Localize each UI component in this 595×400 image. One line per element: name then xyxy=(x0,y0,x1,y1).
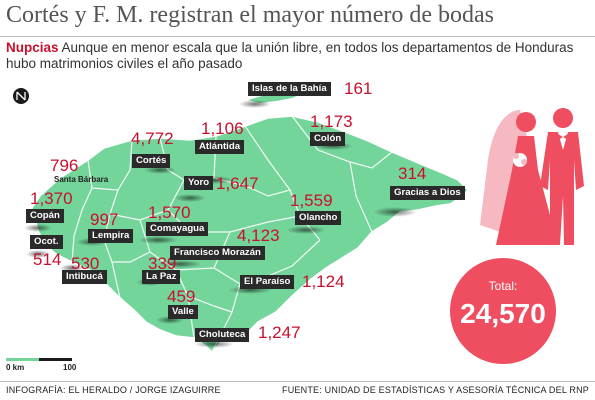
count-valle: 459 xyxy=(167,287,196,306)
honduras-map xyxy=(6,88,584,361)
count-choluteca: 1,247 xyxy=(258,323,301,342)
label-atlantida: Atlántida xyxy=(195,140,245,154)
count-comayagua: 1,570 xyxy=(148,203,191,222)
count-santa-barbara: 796 xyxy=(50,156,79,175)
total-circle: Total: 24,570 xyxy=(450,258,556,364)
subtitle-text: Aunque en menor escala que la unión libr… xyxy=(6,40,574,71)
count-gracias-a-dios: 314 xyxy=(398,164,427,183)
label-valle: Valle xyxy=(168,305,198,319)
label-olancho: Olancho xyxy=(295,211,342,225)
honduras-land xyxy=(31,115,470,354)
title-divider xyxy=(0,36,595,37)
pin-shadows xyxy=(24,100,417,348)
north-arrow-icon xyxy=(13,88,29,104)
total-value: 24,570 xyxy=(460,298,546,329)
label-la-paz: La Paz xyxy=(142,270,181,284)
subtitle-lead: Nupcias xyxy=(6,40,59,55)
label-intibuca: Intibucá xyxy=(62,270,107,284)
total-label: Total: xyxy=(488,279,518,293)
count-la-paz: 339 xyxy=(148,254,177,273)
credit-source: FUENTE: UNIDAD DE ESTADÍSTICAS Y ASESORÍ… xyxy=(282,385,589,395)
label-lempira: Lempira xyxy=(88,229,134,243)
count-cortes: 4,772 xyxy=(131,129,174,148)
count-yoro: 1,647 xyxy=(216,174,259,193)
label-santa-barbara: Santa Bárbara xyxy=(54,175,109,184)
label-yoro: Yoro xyxy=(184,176,214,190)
label-choluteca: Choluteca xyxy=(195,328,250,342)
label-islas-de-la-bahia: Islas de la Bahía xyxy=(248,82,331,96)
label-colon: Colón xyxy=(310,132,346,146)
label-el-paraiso: El Paraíso xyxy=(240,275,295,289)
count-el-paraiso: 1,124 xyxy=(302,272,345,291)
bride-groom-icon xyxy=(480,108,584,245)
page-title: Cortés y F. M. registran el mayor número… xyxy=(6,2,494,28)
count-islas-de-la-bahia: 161 xyxy=(344,79,373,98)
count-intibuca: 530 xyxy=(71,254,100,273)
count-ocotepeque: 514 xyxy=(33,250,62,269)
label-gracias-a-dios: Gracias a Dios xyxy=(390,186,465,200)
scale-start: 0 km xyxy=(6,363,25,372)
count-francisco-morazan: 4,123 xyxy=(237,226,280,245)
count-colon: 1,173 xyxy=(310,112,353,131)
label-comayagua: Comayagua xyxy=(146,222,209,236)
label-francisco-morazan: Francisco Morazán xyxy=(170,246,265,260)
label-copan: Copán xyxy=(26,209,64,223)
count-olancho: 1,559 xyxy=(290,191,333,210)
label-cortes: Cortés xyxy=(132,154,171,168)
north-label: N xyxy=(17,89,25,103)
count-copan: 1,370 xyxy=(30,189,73,208)
credit-infographic: INFOGRAFÍA: EL HERALDO / JORGE IZAGUIRRE xyxy=(6,385,221,395)
count-lempira: 997 xyxy=(90,210,119,229)
footer-divider xyxy=(0,381,595,382)
label-ocotepeque: Ocot. xyxy=(30,235,63,249)
subtitle: Nupcias Aunque en menor escala que la un… xyxy=(6,40,591,72)
scale-bar xyxy=(6,358,72,361)
count-atlantida: 1,106 xyxy=(201,119,244,138)
scale-end: 100 xyxy=(63,363,77,372)
